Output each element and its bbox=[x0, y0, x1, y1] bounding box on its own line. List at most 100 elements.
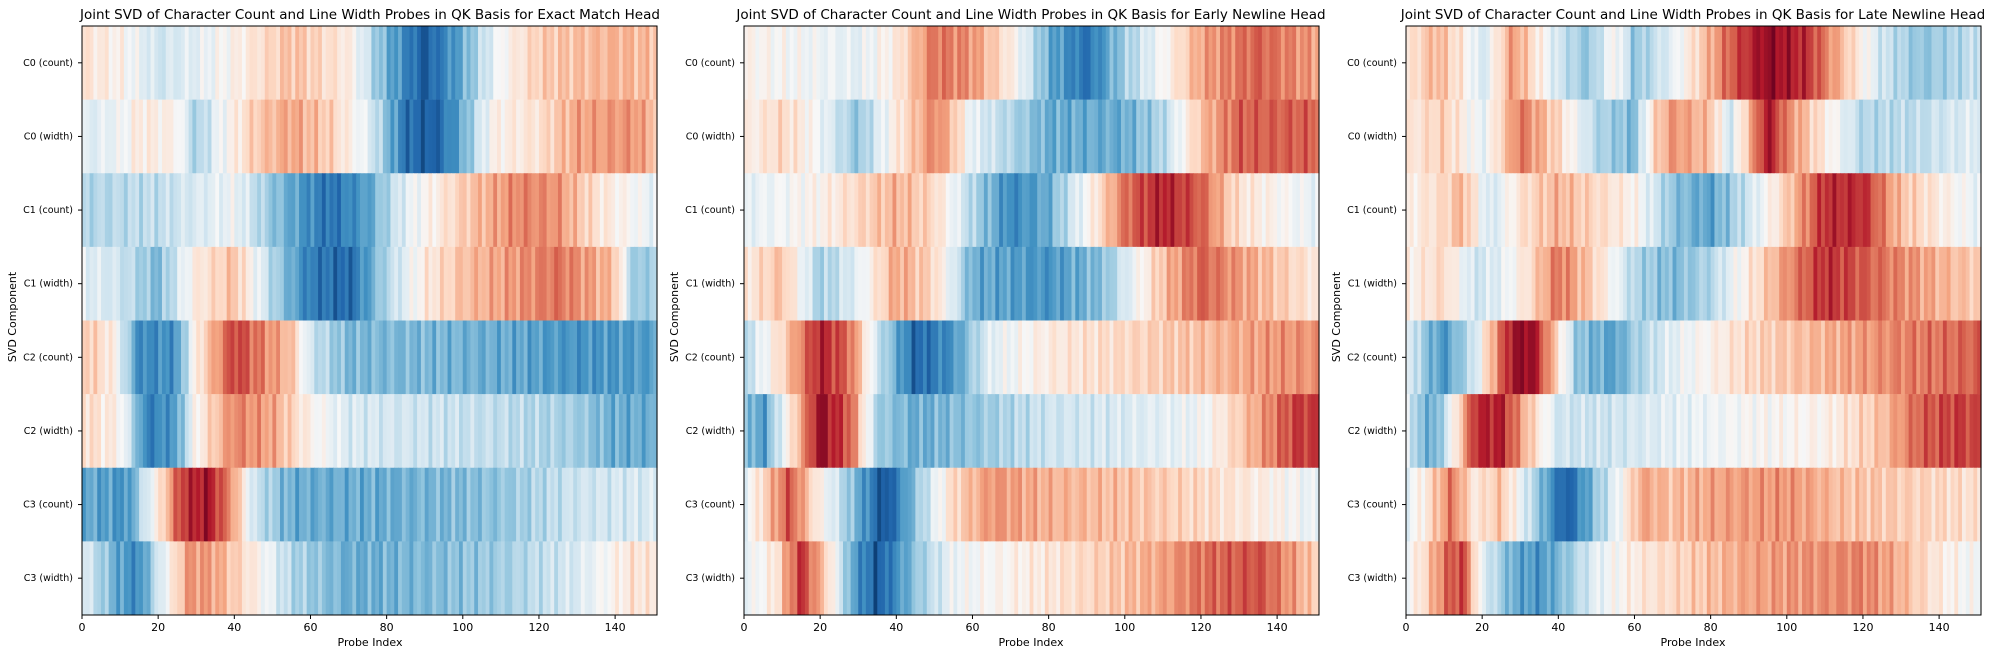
heatmap-cell bbox=[493, 394, 498, 469]
heatmap-cell bbox=[1428, 173, 1434, 248]
heatmap-cell bbox=[123, 173, 129, 248]
heatmap-cell bbox=[1802, 394, 1807, 469]
heatmap-cell bbox=[1775, 246, 1780, 321]
heatmap-cell bbox=[1406, 320, 1411, 395]
heatmap-cell bbox=[462, 173, 468, 248]
heatmap-cell bbox=[873, 246, 878, 321]
heatmap-cell bbox=[318, 541, 323, 616]
heatmap-cell bbox=[1649, 394, 1655, 469]
heatmap-cell bbox=[474, 320, 479, 395]
heatmap-cell bbox=[1037, 394, 1042, 469]
heatmap-cell bbox=[508, 320, 513, 395]
x-tick-label: 20 bbox=[813, 621, 827, 634]
heatmap-cell bbox=[177, 541, 182, 616]
heatmap-cell bbox=[1638, 320, 1643, 395]
heatmap-cell bbox=[181, 173, 186, 248]
heatmap-cell bbox=[93, 26, 98, 100]
heatmap-cell bbox=[945, 467, 951, 542]
heatmap-cell bbox=[1151, 467, 1156, 542]
heatmap-cell bbox=[1014, 99, 1019, 174]
heatmap-cell bbox=[911, 99, 916, 174]
heatmap-cell bbox=[203, 173, 209, 248]
y-tick-label: C2 (width) bbox=[24, 426, 73, 437]
heatmap-cell bbox=[413, 246, 418, 321]
heatmap-cell bbox=[489, 26, 494, 100]
heatmap-cell bbox=[596, 320, 601, 395]
heatmap-cell bbox=[1782, 173, 1788, 248]
heatmap-cell bbox=[409, 394, 414, 469]
heatmap-cell bbox=[596, 541, 601, 616]
heatmap-cell bbox=[603, 320, 609, 395]
heatmap-cell bbox=[1870, 467, 1875, 542]
heatmap-cell bbox=[1425, 467, 1430, 542]
heatmap-cell bbox=[561, 394, 567, 469]
heatmap-cell bbox=[1227, 173, 1233, 248]
heatmap-cell bbox=[1413, 467, 1419, 542]
heatmap-cell bbox=[264, 467, 270, 542]
heatmap-cell bbox=[919, 173, 924, 248]
heatmap-cell bbox=[999, 173, 1004, 248]
heatmap-cell bbox=[1508, 467, 1514, 542]
heatmap-cell bbox=[1520, 173, 1525, 248]
heatmap-cell bbox=[139, 246, 144, 321]
heatmap-cell bbox=[961, 173, 966, 248]
heatmap-cell bbox=[1516, 394, 1521, 469]
heatmap-cell bbox=[192, 541, 197, 616]
heatmap-cell bbox=[1916, 99, 1921, 174]
heatmap-cell bbox=[142, 173, 148, 248]
heatmap-cell bbox=[1406, 26, 1411, 100]
heatmap-cell bbox=[310, 173, 315, 248]
heatmap-cell bbox=[1508, 99, 1514, 174]
heatmap-cell bbox=[995, 99, 1000, 174]
heatmap-cell bbox=[1235, 26, 1240, 100]
heatmap-cell bbox=[747, 394, 753, 469]
heatmap-cell bbox=[577, 467, 582, 542]
heatmap-cell bbox=[1166, 394, 1172, 469]
heatmap-cell bbox=[340, 173, 346, 248]
heatmap-cell bbox=[1874, 99, 1879, 174]
heatmap-cell bbox=[1573, 246, 1578, 321]
heatmap-cell bbox=[417, 394, 422, 469]
heatmap-cell bbox=[1219, 99, 1225, 174]
heatmap-cell bbox=[1592, 26, 1597, 100]
heatmap-cell bbox=[561, 467, 567, 542]
heatmap-cell bbox=[1661, 467, 1666, 542]
heatmap-cell bbox=[1653, 173, 1658, 248]
heatmap-cell bbox=[1664, 99, 1670, 174]
heatmap-cell bbox=[390, 246, 395, 321]
heatmap-cell bbox=[1691, 467, 1697, 542]
heatmap-cell bbox=[1813, 173, 1818, 248]
heatmap-cell bbox=[1836, 246, 1841, 321]
heatmap-cell bbox=[413, 99, 418, 174]
x-tick-label: 120 bbox=[528, 621, 549, 634]
heatmap-cell bbox=[230, 246, 235, 321]
heatmap-cell bbox=[1474, 541, 1479, 616]
heatmap-cell bbox=[808, 320, 814, 395]
heatmap-cell bbox=[1520, 467, 1525, 542]
heatmap-cell bbox=[451, 99, 456, 174]
heatmap-cell bbox=[987, 394, 993, 469]
heatmap-cell bbox=[785, 99, 791, 174]
heatmap-cell bbox=[344, 541, 350, 616]
heatmap-cell bbox=[405, 320, 411, 395]
heatmap-cell bbox=[744, 467, 749, 542]
heatmap-cell bbox=[801, 246, 806, 321]
heatmap-cell bbox=[519, 246, 525, 321]
heatmap-cell bbox=[1109, 26, 1114, 100]
heatmap-cell bbox=[774, 173, 779, 248]
heatmap-cell bbox=[637, 246, 643, 321]
heatmap-cell bbox=[302, 320, 308, 395]
heatmap-cell bbox=[1683, 541, 1689, 616]
heatmap-cell bbox=[1931, 26, 1936, 100]
heatmap-cell bbox=[1014, 173, 1019, 248]
heatmap-cell bbox=[550, 173, 555, 248]
heatmap-cell bbox=[1002, 246, 1008, 321]
heatmap-cell bbox=[420, 99, 426, 174]
heatmap-cell bbox=[1539, 26, 1544, 100]
heatmap-cell bbox=[1151, 26, 1156, 100]
heatmap-cell bbox=[1292, 394, 1297, 469]
heatmap-cell bbox=[626, 541, 631, 616]
heatmap-cell bbox=[1436, 320, 1441, 395]
heatmap-cell bbox=[766, 246, 772, 321]
heatmap-cell bbox=[1691, 246, 1697, 321]
